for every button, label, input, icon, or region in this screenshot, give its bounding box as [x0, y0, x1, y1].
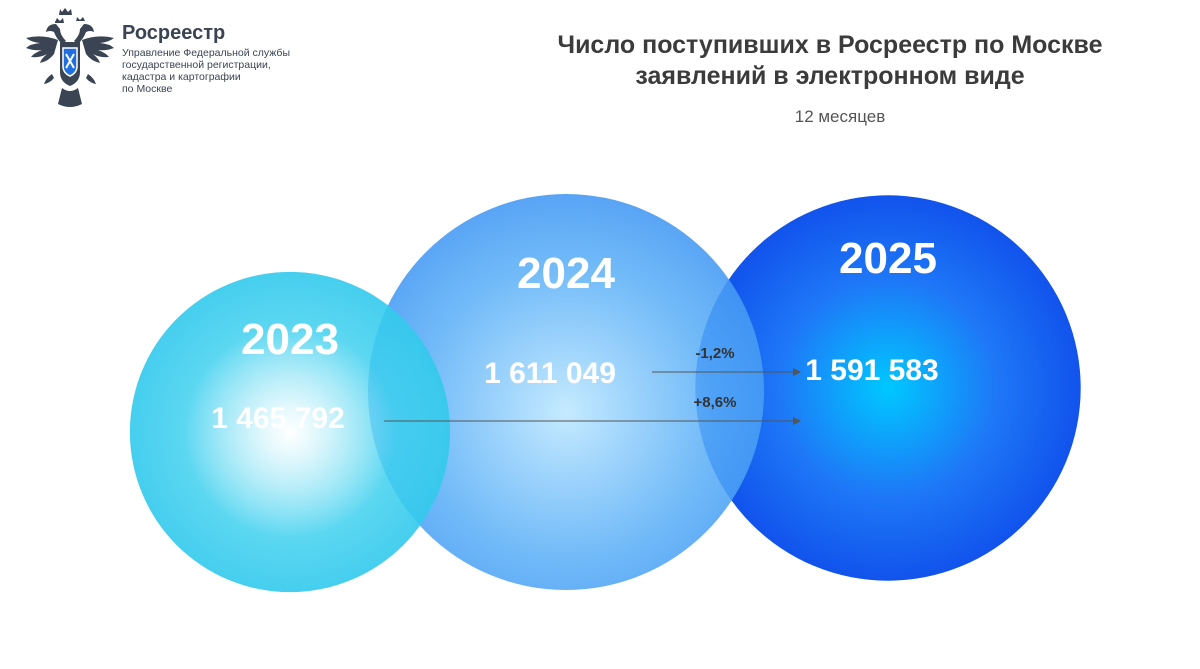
org-name: Росреестр: [122, 22, 226, 44]
bubble-2025: [695, 195, 1081, 581]
org-line-3: кадастра и картографии: [122, 71, 241, 83]
chart-title-line-1: Число поступивших в Росреестр по Москве: [557, 31, 1103, 59]
year-label-2025: 2025: [839, 234, 937, 283]
org-line-2: государственной регистрации,: [122, 59, 271, 71]
year-label-2024: 2024: [517, 249, 615, 298]
value-label-2023: 1 465 792: [211, 402, 344, 435]
year-label-2023: 2023: [241, 315, 339, 364]
org-subtitle: Управление Федеральной службы государств…: [122, 47, 290, 95]
chart-subtitle: 12 месяцев: [794, 107, 886, 126]
bubble-2024: [368, 194, 764, 590]
bubble-2023: [129, 271, 451, 593]
value-label-2024: 1 611 049: [484, 357, 616, 390]
rosreestr-emblem-icon: [22, 8, 118, 108]
org-line-4: по Москве: [122, 83, 173, 95]
comparison-label-2024-2025: -1,2%: [695, 345, 734, 362]
org-line-1: Управление Федеральной службы: [122, 47, 290, 59]
org-block: Росреестр Управление Федеральной службы …: [122, 22, 290, 95]
chart-title-line-2: заявлений в электронном виде: [635, 62, 1025, 90]
value-label-2025: 1 591 583: [805, 354, 938, 387]
comparison-label-2023-2025: +8,6%: [694, 394, 737, 411]
chart-title: Число поступивших в Росреестр по Москве …: [490, 30, 1170, 92]
